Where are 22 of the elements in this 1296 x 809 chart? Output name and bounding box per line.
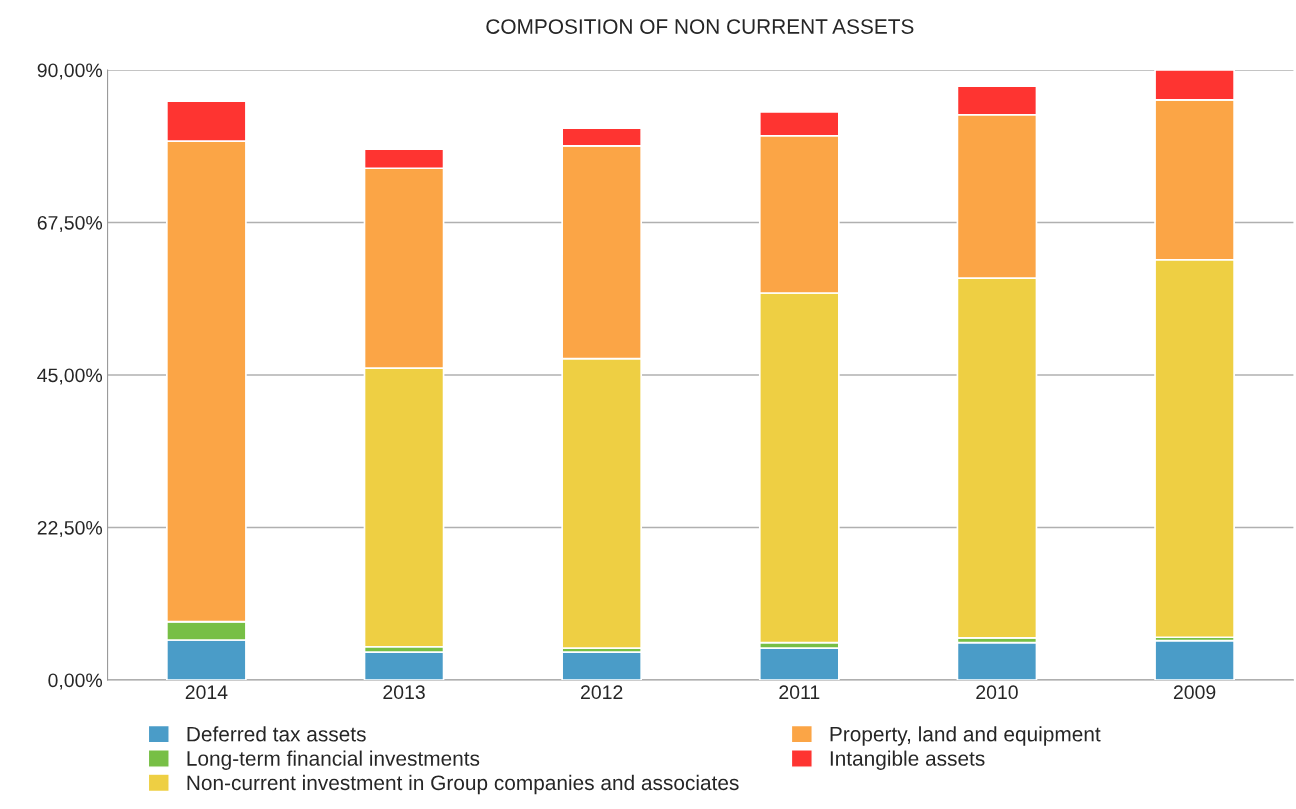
y-tick-label: 22,50% [37,520,103,537]
bar [758,647,840,680]
legend-label: Deferred tax assets [187,726,366,742]
y-tick-label: 45,00% [37,368,103,385]
x-tick-label: 2011 [779,685,820,700]
x-tick-label: 2013 [383,685,425,700]
legend-label: Non-current investment in Group companies and associates [187,774,739,795]
bar [561,651,643,680]
legend-label: Property, land and equipment [830,726,1101,746]
x-tick-label: 2014 [185,685,228,700]
x-tick-label: 2010 [976,685,1018,700]
y-tick-label: 0,00% [48,673,103,690]
x-tick-label: 2012 [581,685,623,700]
legend-label: Long-term financial investments [187,750,480,770]
x-tick-label: 2009 [1173,685,1216,700]
y-tick-label: 90,00% [37,63,103,80]
bar [363,651,445,680]
bar [1154,639,1235,680]
y-tick-label: 67,50% [37,215,103,233]
chart-title: COMPOSITION OF NON CURRENT ASSETS [486,19,914,34]
bar [956,641,1038,680]
legend-label: Intangible assets [830,750,985,770]
